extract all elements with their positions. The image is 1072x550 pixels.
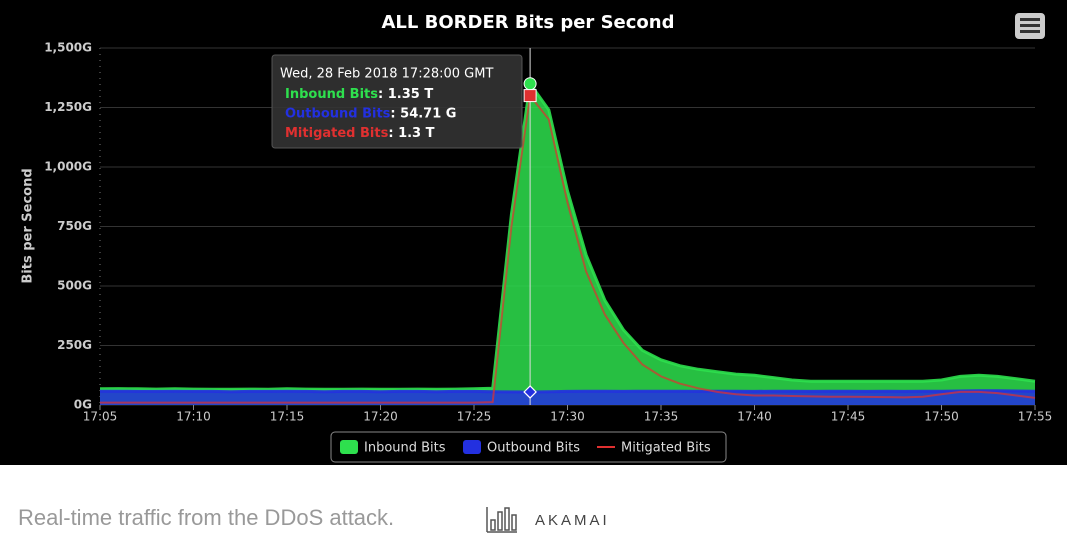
tooltip-separator: : — [378, 87, 388, 102]
area-fill — [100, 83, 1035, 405]
legend-box — [330, 431, 727, 463]
x-tick-label: 17:35 — [644, 410, 679, 424]
x-tick-label: 17:25 — [457, 410, 492, 424]
highlight-point — [523, 385, 537, 399]
brand-logo — [486, 507, 517, 533]
legend: Inbound Bits Outbound Bits Mitigated Bits — [330, 431, 727, 463]
menu-bar — [1020, 24, 1040, 27]
x-tick-label: 17:50 — [924, 410, 959, 424]
tooltip-value: 54.71 G — [400, 106, 456, 121]
series-line — [100, 93, 1036, 404]
x-tick-label: 17:40 — [737, 410, 772, 424]
y-tick-label: 1,000G — [44, 160, 92, 174]
tooltip-series-name: Outbound Bits — [285, 106, 391, 121]
x-tick-label: 17:45 — [831, 410, 866, 424]
legend-swatch — [463, 440, 481, 454]
logo-stroke — [490, 519, 496, 531]
y-tick-label: 500G — [57, 279, 92, 293]
tooltip-title: Wed, 28 Feb 2018 17:28:00 GMT — [280, 67, 493, 82]
menu-bar — [1020, 30, 1040, 33]
x-tick-label: 17:15 — [270, 410, 305, 424]
chart-title: ALL BORDER Bits per Second — [381, 12, 674, 33]
highlight-point — [523, 77, 537, 91]
area-fill — [100, 390, 1035, 405]
y-axis-title: Bits per Second — [21, 168, 36, 283]
brand: AKAMAI — [535, 512, 610, 529]
y-tick-label: 1,250G — [44, 100, 92, 114]
tooltip-row: Outbound Bits: 54.71 G — [285, 106, 456, 121]
menu-bar — [1020, 18, 1040, 21]
tooltip-series-name: Mitigated Bits — [285, 126, 389, 141]
logo-stroke — [497, 511, 503, 531]
logo-stroke — [504, 507, 510, 531]
menu-button[interactable] — [1015, 13, 1045, 39]
y-tick-label: 250G — [57, 338, 92, 352]
series-line — [99, 79, 1036, 391]
y-tick-label: 0G — [74, 398, 92, 412]
x-tick-label: 17:30 — [550, 410, 585, 424]
x-tick-label: 17:55 — [1018, 410, 1053, 424]
legend-label[interactable]: Outbound Bits — [487, 441, 580, 456]
x-tick-label: 17:10 — [176, 410, 211, 424]
tooltip-separator: : — [388, 126, 398, 141]
tooltip-value: 1.35 T — [388, 87, 434, 102]
legend-label[interactable]: Mitigated Bits — [621, 441, 711, 456]
tooltip: Wed, 28 Feb 2018 17:28:00 GMT Inbound Bit… — [271, 54, 523, 149]
legend-label[interactable]: Inbound Bits — [364, 441, 446, 456]
tooltip-separator: : — [390, 106, 400, 121]
y-tick-label: 1,500G — [44, 41, 92, 55]
tooltip-value: 1.3 T — [398, 126, 435, 141]
tooltip-box — [271, 54, 523, 149]
tooltip-series-name: Inbound Bits — [285, 87, 378, 102]
highlight-point — [523, 89, 537, 103]
x-tick-label: 17:20 — [363, 410, 398, 424]
caption: Real-time traffic from the DDoS attack. — [18, 505, 394, 530]
tooltip-row: Mitigated Bits: 1.3 T — [285, 126, 435, 141]
y-tick-label: 750G — [57, 219, 92, 233]
logo-stroke — [511, 514, 517, 531]
series-line — [100, 389, 1036, 394]
legend-swatch — [340, 440, 358, 454]
x-tick-label: 17:05 — [83, 410, 118, 424]
tooltip-row: Inbound Bits: 1.35 T — [285, 87, 433, 102]
